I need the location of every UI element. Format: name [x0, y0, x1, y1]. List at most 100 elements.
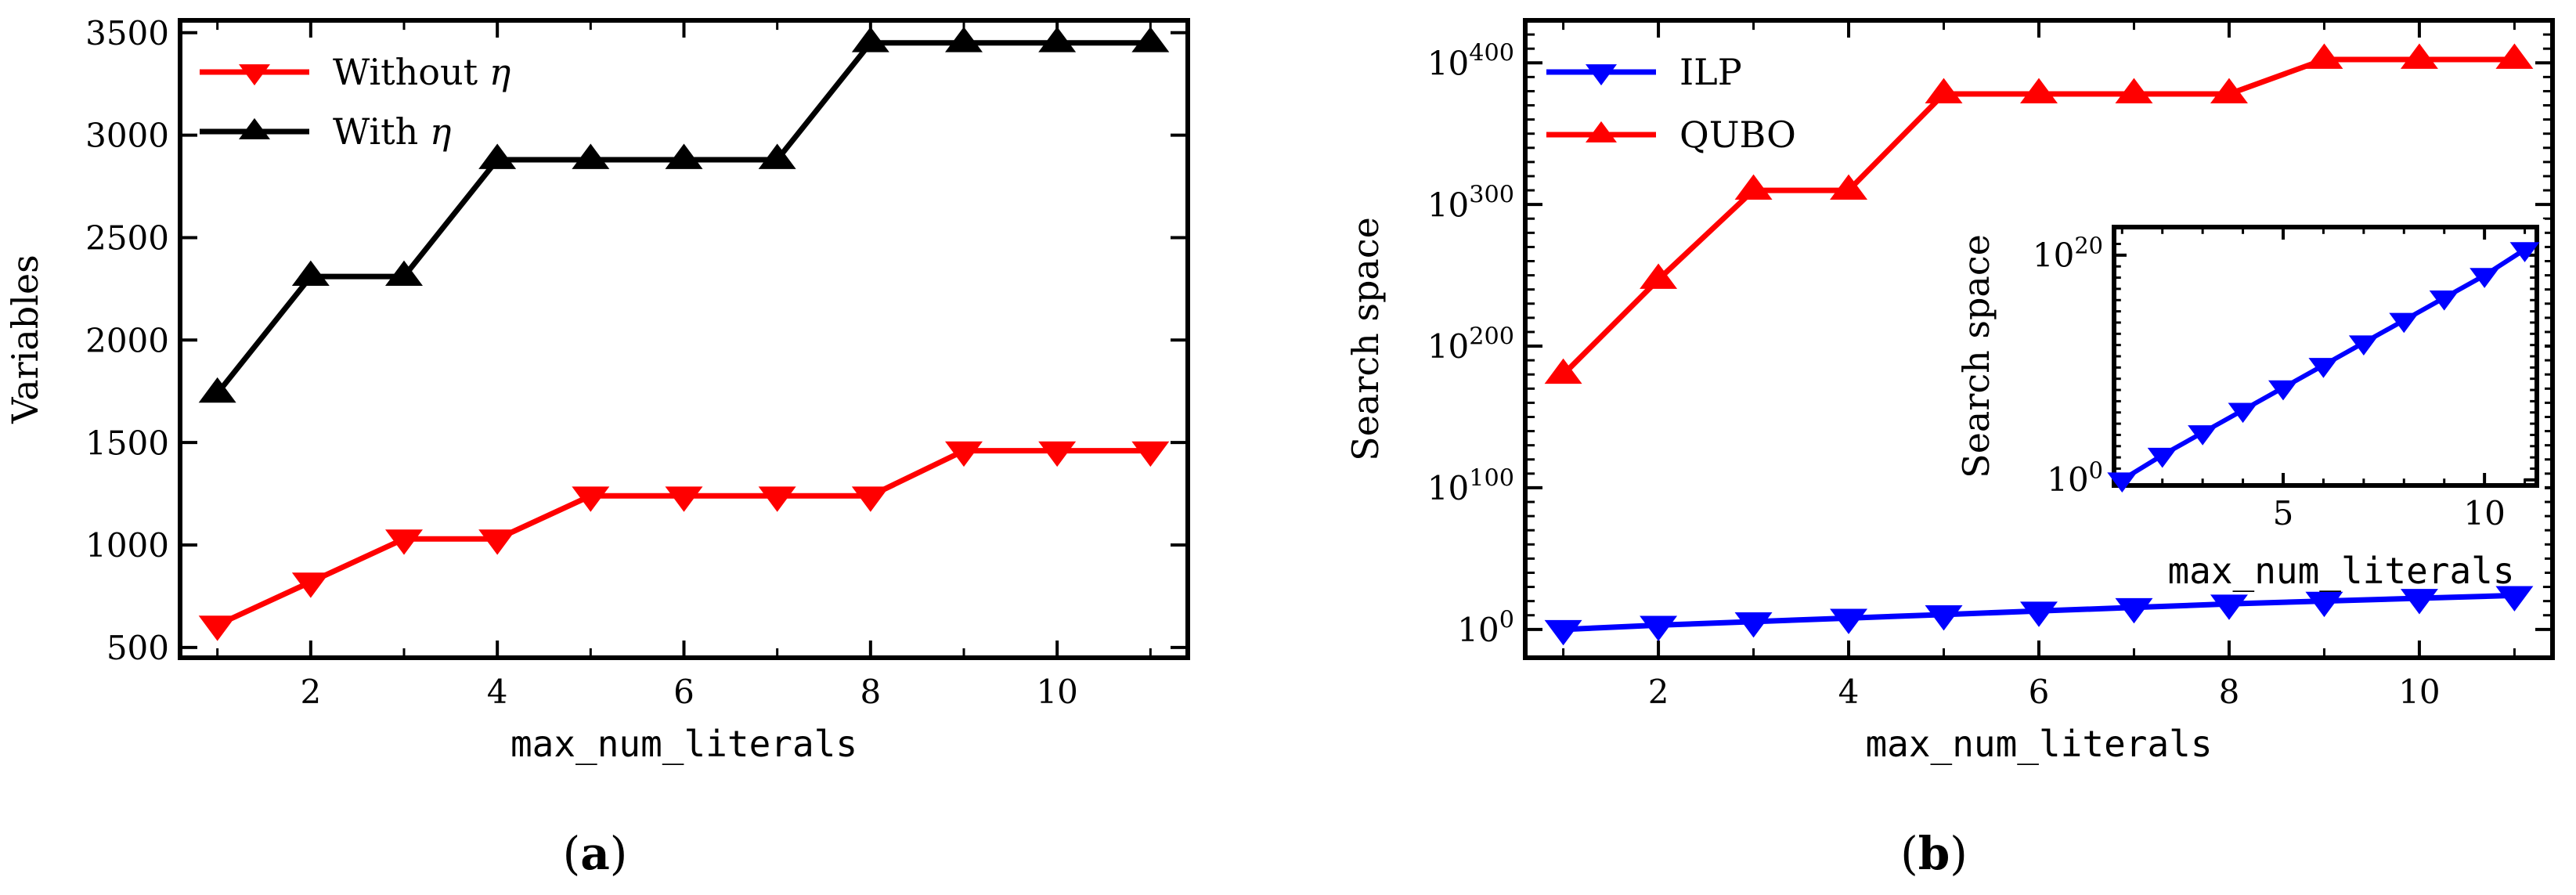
data-point — [2470, 268, 2500, 288]
x-tick-label: 2 — [1648, 673, 1669, 711]
x-tick-label: 10 — [2463, 494, 2505, 532]
data-point — [758, 143, 796, 169]
legend-swatch-marker — [239, 64, 270, 86]
x-tick-label: 4 — [487, 673, 508, 711]
series-line — [216, 448, 1151, 628]
data-point — [2210, 594, 2248, 620]
data-point — [2115, 78, 2153, 103]
data-point — [2305, 43, 2343, 69]
legend-swatch-marker — [239, 117, 270, 139]
data-point — [1640, 263, 1678, 289]
x-tick-label: 5 — [2273, 494, 2294, 532]
data-point — [1925, 78, 1963, 103]
data-point — [478, 529, 517, 555]
captions: (a) (b) — [563, 827, 1968, 880]
data-point — [945, 27, 983, 52]
data-point — [478, 143, 517, 169]
legend-label: With η — [333, 110, 452, 153]
panel-caption: (a) — [563, 827, 628, 880]
data-point — [2020, 601, 2058, 627]
data-point — [2147, 447, 2177, 468]
y-tick-label: 3500 — [85, 14, 169, 52]
data-point — [1038, 27, 1077, 52]
data-point — [1131, 27, 1170, 52]
data-point — [2210, 78, 2248, 103]
x-axis-label: max_num_literals — [511, 723, 857, 765]
data-point — [2429, 290, 2459, 311]
data-point — [2228, 402, 2258, 424]
data-point — [2348, 335, 2379, 355]
x-tick-label: 4 — [1838, 673, 1860, 711]
x-tick-label: 6 — [673, 673, 695, 711]
y-tick-label: 1500 — [85, 424, 169, 462]
data-point — [291, 260, 330, 287]
y-tick-label: 500 — [106, 629, 169, 667]
y-tick-label: 1000 — [85, 526, 169, 565]
data-point — [1640, 615, 1678, 641]
data-point — [198, 377, 236, 403]
data-point — [385, 529, 423, 555]
x-axis-label: max_num_literals — [1865, 723, 2212, 765]
data-point — [1131, 441, 1170, 467]
data-point — [291, 572, 330, 598]
data-point — [1038, 441, 1077, 467]
data-point — [945, 441, 983, 467]
y-tick-label: 100 — [2047, 457, 2103, 499]
data-point — [572, 486, 610, 512]
data-point — [1734, 612, 1773, 638]
data-point — [198, 615, 236, 641]
data-point — [2305, 591, 2343, 618]
data-point — [1734, 174, 1773, 200]
y-tick-label: 1020 — [2033, 232, 2103, 274]
data-point — [1830, 174, 1868, 200]
data-point — [758, 486, 796, 512]
panel-caption: (b) — [1900, 827, 1968, 880]
y-tick-label: 10100 — [1427, 464, 1514, 507]
legend-swatch-marker — [1586, 121, 1617, 143]
y-axis-label: Variables — [4, 254, 46, 424]
data-point — [2308, 358, 2339, 378]
data-point — [1925, 604, 1963, 631]
data-point — [2115, 597, 2153, 624]
x-tick-label: 2 — [300, 673, 321, 711]
x-tick-label: 10 — [1036, 673, 1077, 711]
data-point — [1830, 608, 1868, 634]
data-point — [665, 143, 703, 169]
x-tick-label: 8 — [2219, 673, 2240, 711]
data-point — [2188, 425, 2218, 446]
data-point — [2495, 586, 2534, 612]
data-point — [2389, 312, 2419, 334]
y-axis-label: Search space — [1344, 217, 1387, 461]
inset-y-axis-label: Search space — [1955, 234, 1997, 478]
y-tick-label: 3000 — [85, 117, 169, 155]
data-point — [851, 486, 889, 512]
y-tick-label: 10400 — [1427, 40, 1514, 83]
data-point — [665, 486, 703, 512]
data-point — [2495, 43, 2534, 69]
chart-b-inset: 5 10 100 1020 max_num_literals Search space — [1955, 219, 2545, 592]
data-point — [2268, 380, 2298, 401]
data-point — [2107, 472, 2138, 493]
data-point — [385, 260, 423, 287]
data-point — [1544, 358, 1582, 384]
y-tick-label: 10200 — [1427, 323, 1514, 366]
data-point — [1544, 619, 1582, 646]
legend-label: QUBO — [1679, 114, 1796, 156]
data-point — [2400, 589, 2438, 615]
y-tick-label: 10300 — [1427, 182, 1514, 225]
chart-a: 2 4 6 8 10 500 1000 1500 2000 2500 3000 3500 max_num… — [4, 14, 1190, 765]
legend-swatch-marker — [1586, 64, 1617, 86]
chart-b: 2 4 6 8 1010010100102001030010400max_num_lit… — [1344, 18, 2555, 765]
x-tick-label: 10 — [2398, 673, 2440, 711]
inset-x-axis-label: max_num_literals — [2167, 550, 2514, 592]
legend-label: Without η — [333, 51, 511, 93]
data-point — [2400, 43, 2438, 69]
legend-label: ILP — [1679, 51, 1742, 93]
x-tick-label: 6 — [2029, 673, 2050, 711]
data-point — [2509, 242, 2540, 262]
series-line — [215, 40, 1151, 395]
y-tick-label: 2000 — [85, 321, 169, 359]
data-point — [572, 143, 610, 169]
x-tick-label: 8 — [860, 673, 881, 711]
